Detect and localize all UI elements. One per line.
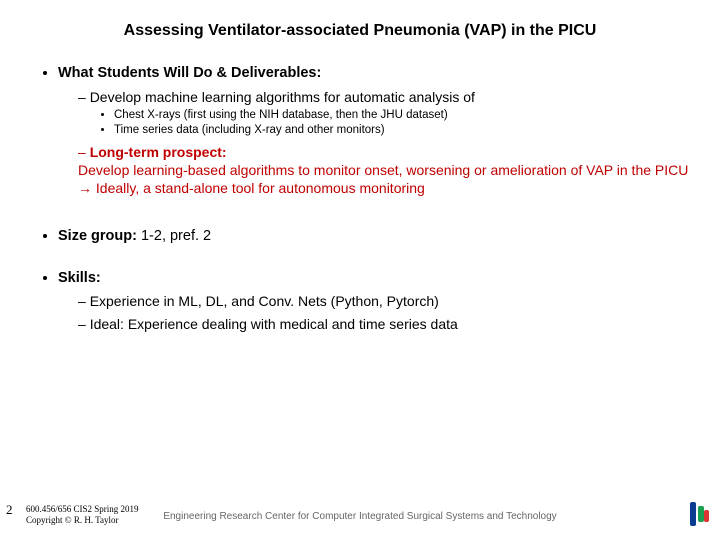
- size-heading: Size group:: [58, 228, 137, 244]
- slide-title: Assessing Ventilator-associated Pneumoni…: [30, 22, 690, 40]
- slide: Assessing Ventilator-associated Pneumoni…: [0, 0, 720, 540]
- long-term-prospect: Long-term prospect: Develop learning-bas…: [78, 143, 690, 198]
- ltp-heading: Long-term prospect: [90, 144, 222, 160]
- skills-heading: Skills:: [58, 270, 101, 286]
- skill-medical-data: Ideal: Experience dealing with medical a…: [78, 315, 690, 333]
- skills-list: Skills: Experience in ML, DL, and Conv. …: [58, 269, 690, 333]
- cisst-logo-icon: [690, 502, 710, 526]
- section-deliverables: What Students Will Do & Deliverables: De…: [58, 64, 690, 197]
- bullet-list: What Students Will Do & Deliverables: De…: [58, 64, 690, 197]
- datasets-list: Chest X-rays (first using the NIH databa…: [114, 108, 690, 139]
- deliverables-heading: What Students Will Do & Deliverables:: [58, 65, 321, 81]
- section-skills: Skills: Experience in ML, DL, and Conv. …: [58, 269, 690, 333]
- skill-ml-dl: Experience in ML, DL, and Conv. Nets (Py…: [78, 292, 690, 310]
- size-list: Size group: 1-2, pref. 2: [58, 227, 690, 247]
- skills-sublist: Experience in ML, DL, and Conv. Nets (Py…: [78, 292, 690, 332]
- deliverables-sublist: Develop machine learning algorithms for …: [78, 88, 690, 198]
- section-size-group: Size group: 1-2, pref. 2: [58, 227, 690, 247]
- dataset-xray: Chest X-rays (first using the NIH databa…: [114, 108, 690, 124]
- slide-footer: 2 600.456/656 CIS2 Spring 2019 Copyright…: [0, 492, 720, 532]
- ltp-line1: Develop learning-based algorithms to mon…: [78, 162, 688, 178]
- spacer: [30, 201, 690, 227]
- dataset-timeseries: Time series data (including X-ray and ot…: [114, 123, 690, 139]
- deliverable-ml-algos: Develop machine learning algorithms for …: [78, 88, 690, 139]
- deliverable-ml-text: Develop machine learning algorithms for …: [90, 89, 475, 105]
- ltp-line2: → Ideally, a stand-alone tool for autono…: [78, 180, 425, 196]
- size-value: 1-2, pref. 2: [137, 228, 211, 244]
- center-credit: Engineering Research Center for Computer…: [0, 511, 720, 522]
- spacer: [30, 251, 690, 269]
